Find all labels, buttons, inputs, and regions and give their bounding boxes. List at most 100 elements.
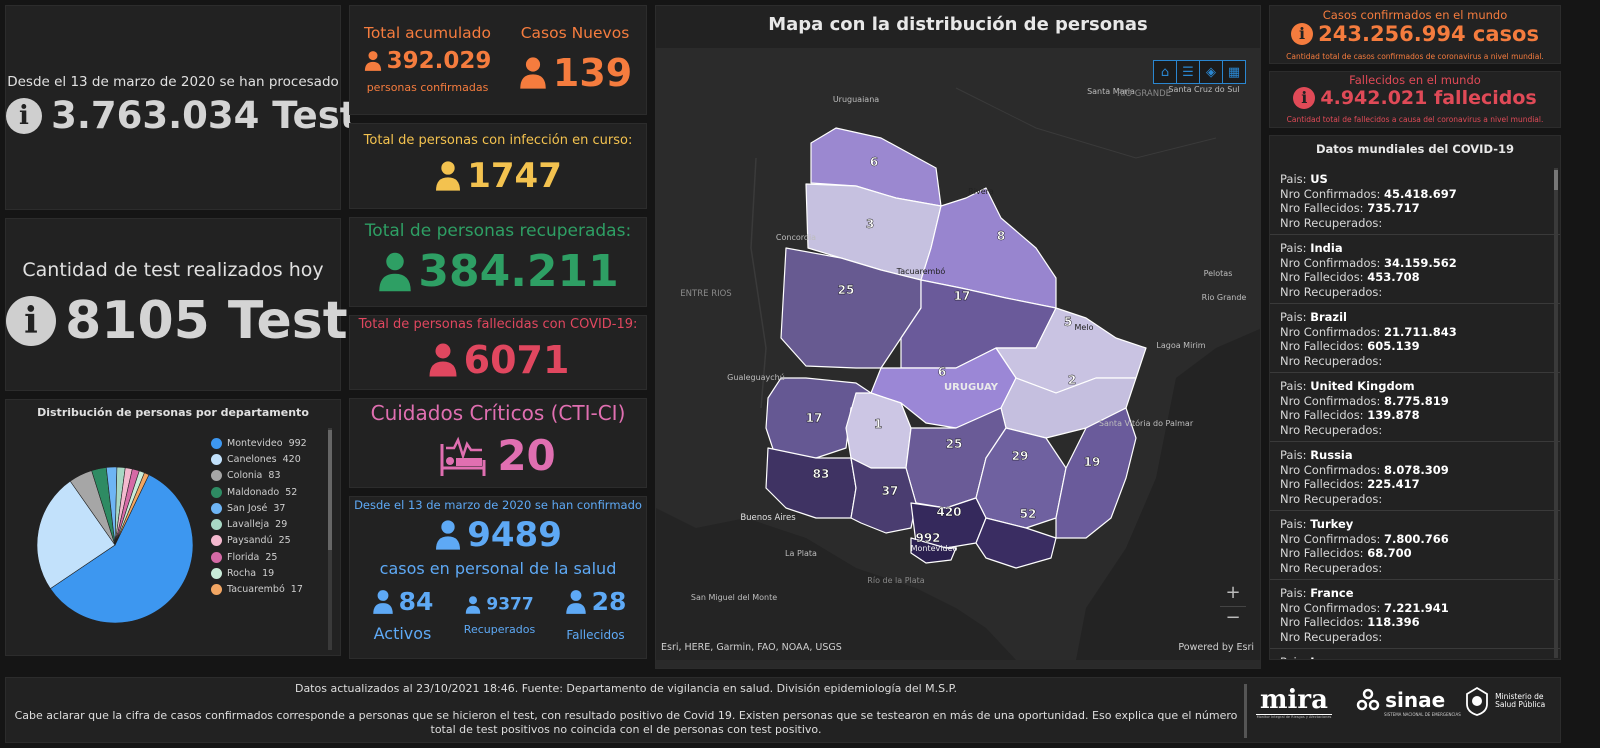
dept-san-jose-colonia bbox=[850, 457, 917, 534]
zoom-in-button[interactable]: + bbox=[1225, 582, 1241, 603]
logo-mira-sub: Monitor Integral de Riesgos y Afectacion… bbox=[1256, 714, 1332, 719]
person-icon bbox=[436, 520, 461, 550]
map-powered[interactable]: Powered by Esri bbox=[1178, 642, 1254, 653]
logo-mira: mira Monitor Integral de Riesgos y Afect… bbox=[1256, 686, 1332, 719]
acumulado-label: Total acumulado bbox=[363, 24, 492, 42]
acumulado-panel: Total acumulado 392.029 personas confirm… bbox=[349, 5, 647, 115]
map-panel: Mapa con la distribución de personas bbox=[655, 5, 1261, 669]
covid-list-line: Nro Confirmados: 8.078.309 bbox=[1280, 462, 1449, 477]
covid-list-scrollbar[interactable] bbox=[1554, 168, 1558, 658]
legend-label: Lavalleja 29 bbox=[227, 519, 288, 531]
covid-list-item[interactable]: Pais: Russia Nro Confirmados: 8.078.309 Nr… bbox=[1270, 442, 1560, 511]
covid-list-panel: Datos mundiales del COVID-19 Pais: US Nro… bbox=[1269, 135, 1561, 660]
covid-list-line: Nro Confirmados: 8.775.819 bbox=[1280, 393, 1449, 408]
place-santa-cruz: Santa Cruz do Sul bbox=[1168, 85, 1239, 94]
covid-list-item[interactable]: Pais: US Nro Confirmados: 45.418.697 Nro F… bbox=[1270, 166, 1560, 235]
cti-value: 20 bbox=[497, 431, 556, 480]
covid-list-item[interactable]: Pais: Brazil Nro Confirmados: 21.711.843 N… bbox=[1270, 304, 1560, 373]
salud-fallecidos-label: Fallecidos bbox=[566, 628, 625, 642]
map-toolbar: ⌂ ☰ ◈ ▦ bbox=[1153, 60, 1246, 84]
footer-panel: Datos actualizados al 23/10/2021 18:46. … bbox=[5, 677, 1561, 743]
dept-value-label: 3 bbox=[866, 217, 874, 231]
covid-list-line: Pais: Iran bbox=[1280, 655, 1552, 659]
covid-list-item[interactable]: Pais: Turkey Nro Confirmados: 7.800.766 Nr… bbox=[1270, 511, 1560, 580]
pie-legend-item[interactable]: Maldonado 52 bbox=[211, 484, 326, 500]
pie-slice-montevideo[interactable] bbox=[49, 474, 194, 624]
legend-label: Maldonado 52 bbox=[227, 486, 298, 498]
pie-legend-item[interactable]: Colonia 83 bbox=[211, 468, 326, 484]
covid-list-line: Nro Confirmados: 45.418.697 bbox=[1280, 186, 1457, 201]
covid-list-scrollthumb[interactable] bbox=[1554, 170, 1558, 190]
covid-list-line: Nro Confirmados: 34.159.562 bbox=[1280, 255, 1457, 270]
world-fallecidos-panel: Fallecidos en el mundo i 4.942.021 falle… bbox=[1269, 71, 1561, 128]
logo-sinae-sub: SISTEMA NACIONAL DE EMERGENCIAS bbox=[1384, 712, 1461, 717]
tests-total-panel: Desde el 13 de marzo de 2020 se han proc… bbox=[5, 5, 357, 210]
covid-list-line: Nro Fallecidos: 139.878 bbox=[1280, 408, 1420, 422]
dept-value-label: 17 bbox=[806, 411, 823, 425]
place-rio-grande: RIO GRANDE bbox=[1117, 89, 1171, 99]
legend-swatch bbox=[211, 535, 222, 547]
covid-list-line: Nro Recuperados: bbox=[1280, 560, 1383, 575]
map-title: Mapa con la distribución de personas bbox=[768, 14, 1148, 35]
hospital-bed-icon bbox=[440, 436, 486, 476]
basemap-icon[interactable]: ▦ bbox=[1222, 60, 1246, 84]
pie-legend-item[interactable]: Canelones 420 bbox=[211, 451, 326, 467]
en-curso-value: 1747 bbox=[467, 156, 562, 196]
map-canvas[interactable]: 6 3 8 25 17 5 6 2 17 1 25 29 19 83 37 420 52 992 Uruguaia… bbox=[656, 48, 1261, 660]
info-icon: i bbox=[6, 296, 56, 346]
tests-today-caption: Cantidad de test realizados hoy bbox=[22, 259, 324, 281]
pie-legend-item[interactable]: Lavalleja 29 bbox=[211, 516, 326, 532]
footer-line2: Cabe aclarar que la cifra de casos confi… bbox=[14, 709, 1238, 736]
covid-list-line: Pais: United Kingdom bbox=[1280, 379, 1415, 393]
covid-list-item[interactable]: Pais: France Nro Confirmados: 7.221.941 Nr… bbox=[1270, 580, 1560, 649]
pie-legend-item[interactable]: Tacuarembó 17 bbox=[211, 582, 326, 598]
dept-montevideo bbox=[910, 537, 957, 564]
msp-shield-icon bbox=[1464, 686, 1490, 716]
tests-today-value: 8105 Test bbox=[65, 291, 348, 351]
pie-slice-tacuarembó[interactable] bbox=[114, 472, 150, 546]
home-icon[interactable]: ⌂ bbox=[1153, 60, 1177, 84]
logo-sinae: sinae SISTEMA NACIONAL DE EMERGENCIAS bbox=[1356, 688, 1461, 717]
layers-icon[interactable]: ◈ bbox=[1199, 60, 1223, 84]
pie-panel: Distribución de personas por departament… bbox=[5, 399, 341, 656]
nuevos-label: Casos Nuevos bbox=[520, 24, 630, 42]
person-icon bbox=[565, 589, 586, 614]
pie-legend-item[interactable]: Florida 25 bbox=[211, 549, 326, 565]
en-curso-panel: Total de personas con infección en curso… bbox=[349, 123, 647, 209]
covid-list-line: Nro Fallecidos: 68.700 bbox=[1280, 546, 1412, 560]
pie-legend-item[interactable]: Paysandú 25 bbox=[211, 533, 326, 549]
covid-list-line: Nro Fallecidos: 118.396 bbox=[1280, 615, 1420, 629]
world-confirmados-value: 243.256.994 casos bbox=[1318, 22, 1539, 46]
dept-value-label: 83 bbox=[813, 467, 830, 481]
legend-icon[interactable]: ☰ bbox=[1176, 60, 1200, 84]
covid-list-line: Pais: India bbox=[1280, 241, 1343, 255]
dept-value-label: 17 bbox=[954, 289, 971, 303]
dept-value-label: 992 bbox=[915, 531, 940, 545]
covid-list-item[interactable]: Pais: India Nro Confirmados: 34.159.562 Nr… bbox=[1270, 235, 1560, 304]
person-icon bbox=[429, 343, 457, 377]
covid-list-line: Nro Confirmados: 21.711.843 bbox=[1280, 324, 1457, 339]
zoom-out-button[interactable]: − bbox=[1220, 606, 1246, 630]
info-icon: i bbox=[1291, 23, 1314, 45]
covid-list-line: Pais: Russia bbox=[1280, 448, 1353, 462]
legend-swatch bbox=[211, 551, 222, 563]
footer-line1: Datos actualizados al 23/10/2021 18:46. … bbox=[294, 682, 958, 695]
tests-total-value: 3.763.034 Test bbox=[51, 94, 358, 137]
covid-list-line: Pais: Turkey bbox=[1280, 517, 1354, 531]
pie-legend-item[interactable]: Rocha 19 bbox=[211, 565, 326, 581]
recuperadas-value: 384.211 bbox=[418, 246, 619, 297]
covid-list-line: Nro Fallecidos: 453.708 bbox=[1280, 270, 1420, 284]
pie-legend-scrollthumb[interactable] bbox=[328, 430, 332, 550]
legend-label: Canelones 420 bbox=[227, 453, 301, 465]
pie-legend-item[interactable]: Montevideo 992 bbox=[211, 435, 326, 451]
legend-label: San José 37 bbox=[227, 502, 286, 514]
covid-list-item[interactable]: Pais: United Kingdom Nro Confirmados: 8.7… bbox=[1270, 373, 1560, 442]
covid-list[interactable]: Pais: US Nro Confirmados: 45.418.697 Nro F… bbox=[1270, 166, 1560, 659]
recuperadas-label: Total de personas recuperadas: bbox=[364, 221, 632, 241]
pie-legend-item[interactable]: San José 37 bbox=[211, 500, 326, 516]
legend-swatch bbox=[211, 470, 222, 482]
covid-list-item[interactable]: Pais: IranNro Confirmados: 5.851.670Nro … bbox=[1270, 649, 1560, 659]
salud-value: 9489 bbox=[467, 515, 562, 555]
covid-list-line: Nro Confirmados: 7.800.766 bbox=[1280, 531, 1449, 546]
pie-slice-canelones[interactable] bbox=[36, 480, 116, 590]
